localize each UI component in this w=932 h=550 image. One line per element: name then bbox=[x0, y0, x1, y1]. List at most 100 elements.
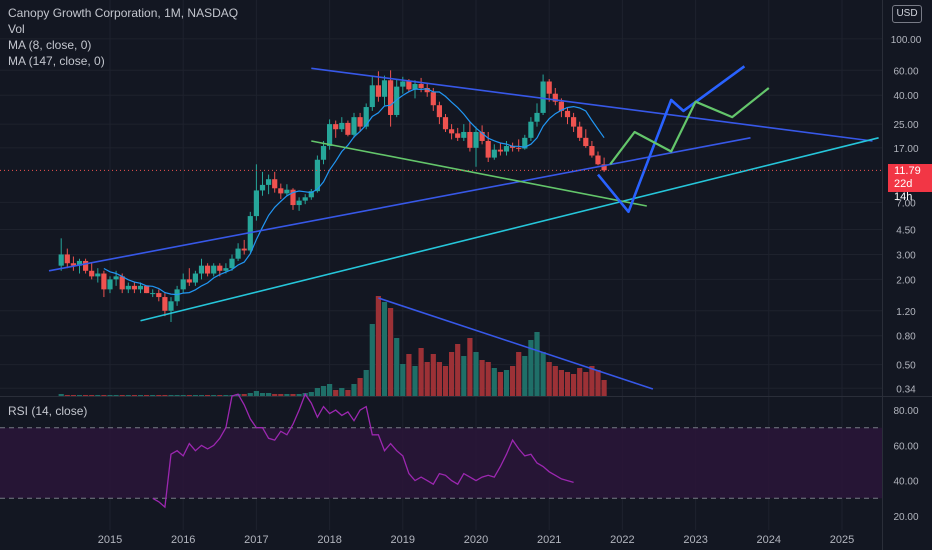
symbol-title[interactable]: Canopy Growth Corporation, 1M, NASDAQ bbox=[8, 6, 239, 20]
currency-badge[interactable]: USD bbox=[892, 5, 922, 23]
volume-bar bbox=[485, 362, 491, 396]
volume-bar bbox=[571, 374, 577, 396]
time-axis-label: 2024 bbox=[757, 534, 781, 546]
volume-bar bbox=[381, 302, 388, 396]
price-axis-label: 3.00 bbox=[896, 250, 916, 261]
volume-bar bbox=[479, 360, 485, 396]
candle-body bbox=[388, 80, 394, 115]
last-price-tag: 11.79 22d 14h bbox=[888, 164, 932, 203]
volume-bar bbox=[583, 372, 589, 396]
candle-body bbox=[552, 93, 558, 102]
ma-long-legend[interactable]: MA (147, close, 0) bbox=[8, 54, 105, 68]
candle-body bbox=[95, 273, 101, 277]
time-axis-label: 2019 bbox=[391, 534, 415, 546]
price-axis-label: 40.00 bbox=[893, 91, 918, 102]
price-axis-label: 25.00 bbox=[893, 120, 918, 131]
candle-body bbox=[595, 155, 601, 165]
volume-bar bbox=[461, 356, 467, 396]
volume-trendline bbox=[378, 297, 654, 390]
volume-bar bbox=[552, 366, 558, 396]
volume-bar bbox=[205, 395, 211, 396]
candle-body bbox=[241, 248, 247, 251]
volume-bar bbox=[400, 364, 406, 396]
projection-path-green bbox=[609, 87, 770, 165]
volume-bar bbox=[241, 394, 247, 396]
volume-bar bbox=[577, 368, 583, 396]
volume-bar bbox=[510, 366, 516, 396]
volume-bar bbox=[58, 394, 64, 396]
time-axis-label: 2015 bbox=[98, 534, 122, 546]
volume-bar bbox=[95, 395, 101, 396]
candle-body bbox=[150, 293, 156, 295]
drawing-tools-layer[interactable] bbox=[0, 65, 882, 390]
volume-bar bbox=[522, 356, 528, 396]
candle-body bbox=[180, 279, 186, 290]
projection-path-blue bbox=[596, 65, 746, 214]
candle-body bbox=[485, 140, 491, 158]
candle-body bbox=[522, 137, 528, 149]
ma-short-legend[interactable]: MA (8, close, 0) bbox=[8, 38, 92, 52]
volume-bar bbox=[442, 366, 449, 396]
candle-body bbox=[564, 110, 571, 118]
volume-bar bbox=[534, 332, 540, 396]
candle-body bbox=[137, 285, 144, 290]
volume-bar bbox=[314, 388, 320, 396]
rsi-legend[interactable]: RSI (14, close) bbox=[8, 404, 88, 418]
candle-body bbox=[76, 260, 83, 266]
volume-bar bbox=[564, 372, 571, 396]
candle-body bbox=[217, 265, 223, 271]
candle-body bbox=[235, 248, 241, 259]
candle-body bbox=[259, 184, 266, 191]
rsi-band-fill bbox=[0, 427, 882, 499]
volume-bar bbox=[198, 395, 205, 396]
candle-body bbox=[455, 133, 461, 138]
volume-bar bbox=[284, 394, 290, 396]
volume-bar bbox=[436, 362, 442, 396]
volume-bar bbox=[70, 395, 76, 396]
volume-bar bbox=[144, 395, 150, 396]
volume-bar bbox=[259, 393, 266, 396]
candle-body bbox=[144, 285, 150, 294]
bar-countdown: 22d 14h bbox=[894, 178, 913, 203]
candle-body bbox=[101, 273, 107, 290]
volume-bar bbox=[473, 352, 479, 396]
candle-body bbox=[205, 265, 211, 274]
candle-body bbox=[589, 146, 595, 156]
volume-legend[interactable]: Vol bbox=[8, 22, 25, 36]
candle-body bbox=[491, 149, 497, 158]
candle-body bbox=[198, 265, 205, 274]
axes-layer: 100.00 60.00 40.00 25.00 17.00 7.00 4.50 3.00 2.… bbox=[98, 35, 922, 546]
candle-body bbox=[449, 129, 455, 134]
candle-body bbox=[571, 117, 577, 127]
candle-body bbox=[503, 146, 510, 152]
candle-body bbox=[436, 105, 442, 118]
rsi-axis-label: 60.00 bbox=[893, 441, 918, 452]
candle-body bbox=[229, 258, 235, 269]
volume-bar bbox=[528, 340, 534, 396]
time-axis-label: 2020 bbox=[464, 534, 488, 546]
volume-bars bbox=[58, 296, 607, 396]
volume-bar bbox=[491, 368, 497, 396]
trendline bbox=[311, 67, 873, 142]
time-axis-label: 2016 bbox=[171, 534, 195, 546]
rsi-axis-label: 40.00 bbox=[893, 477, 918, 488]
volume-bar bbox=[64, 395, 70, 396]
candle-body bbox=[119, 276, 125, 290]
price-axis-label: 2.00 bbox=[896, 275, 916, 286]
candle-body bbox=[540, 81, 546, 113]
price-axis-label: 7.00 bbox=[896, 198, 916, 209]
candle-body bbox=[534, 112, 540, 122]
volume-bar bbox=[589, 366, 595, 396]
volume-bar bbox=[503, 370, 510, 396]
candle-body bbox=[192, 273, 198, 283]
candle-body bbox=[345, 122, 351, 135]
volume-bar bbox=[247, 393, 253, 396]
candle-body bbox=[89, 270, 95, 277]
candle-body bbox=[64, 254, 70, 264]
candle-body bbox=[162, 297, 168, 311]
candle-body bbox=[266, 179, 272, 185]
candlestick-series[interactable] bbox=[58, 70, 607, 322]
time-axis-label: 2022 bbox=[610, 534, 634, 546]
ma-short-line bbox=[103, 88, 605, 296]
